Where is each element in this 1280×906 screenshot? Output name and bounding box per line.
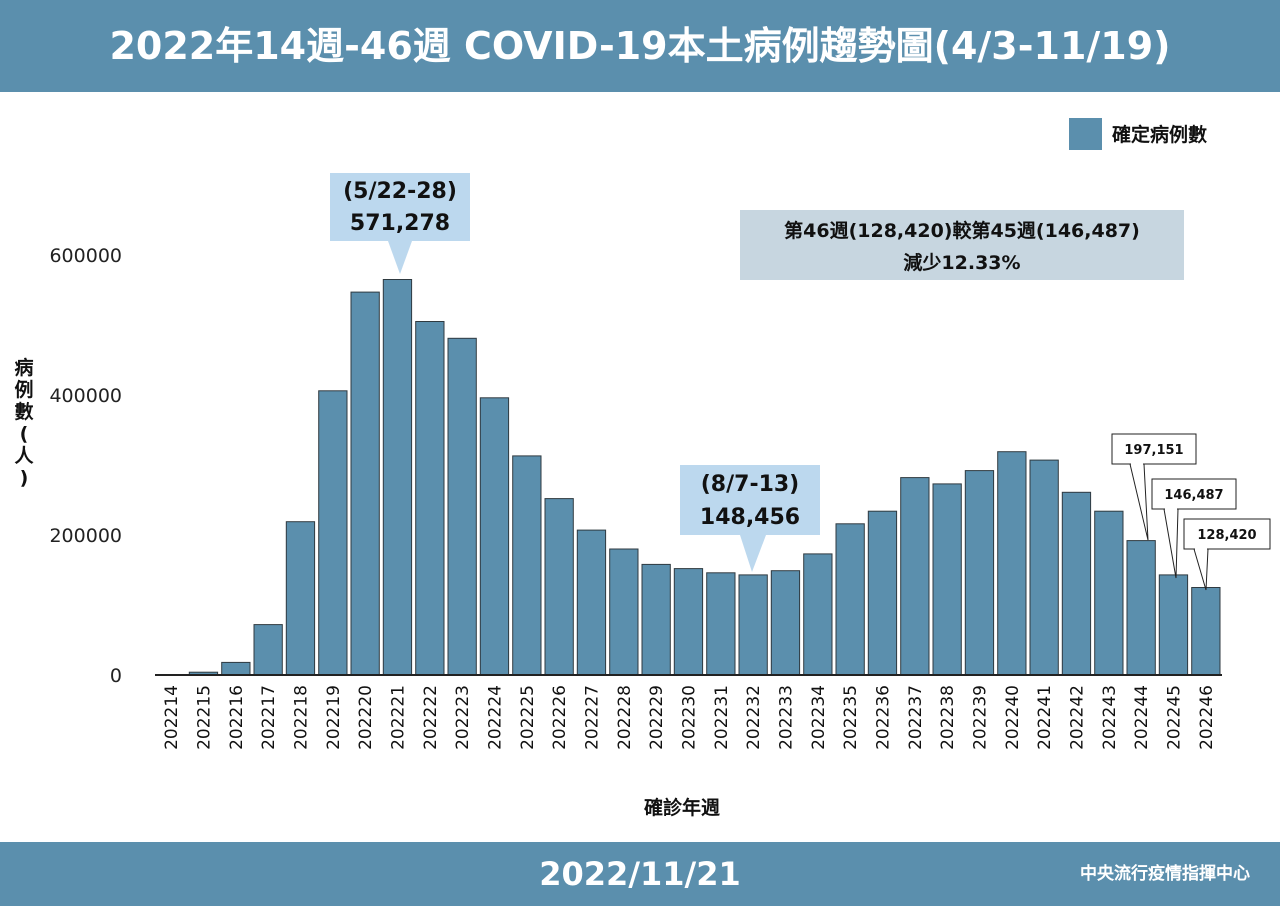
x-tick-label: 202242 (1068, 685, 1088, 750)
bar-202242 (1061, 491, 1092, 676)
x-tick-label: 202222 (421, 685, 441, 750)
weekly-change-note: 第46週(128,420)較第45週(146,487) 減少12.33% (740, 210, 1184, 280)
x-tick-label: 202239 (971, 685, 991, 750)
x-tick-label: 202219 (324, 685, 344, 750)
trough-callout: (8/7-13) 148,456 (680, 465, 820, 572)
bar-202246 (1191, 587, 1221, 676)
x-tick-label: 202217 (259, 685, 279, 750)
x-tick-label: 202231 (712, 685, 732, 750)
footer-bar: 2022/11/21 中央流行疫情指揮中心 (0, 842, 1280, 906)
y-tick-label: 0 (110, 665, 122, 687)
bar-202222 (415, 321, 445, 676)
x-tick-label: 202241 (1035, 685, 1055, 750)
bar-202244 (1126, 540, 1156, 676)
x-axis-title: 確診年週 (644, 796, 720, 819)
x-tick-label: 202215 (195, 685, 215, 750)
trough-callout-date: (8/7-13) (701, 472, 800, 497)
bar-202216 (221, 661, 251, 676)
x-tick-label: 202235 (841, 685, 861, 750)
bar-202233 (770, 570, 801, 676)
peak-callout-date: (5/22-28) (343, 179, 457, 204)
y-axis-title-char: 人 (14, 445, 34, 467)
footer-date: 2022/11/21 (539, 855, 741, 893)
bar-202240 (997, 451, 1027, 676)
note-line-1: 第46週(128,420)較第45週(146,487) (784, 219, 1140, 242)
y-axis-title-char: 病 (14, 356, 33, 379)
x-tick-label: 202225 (518, 685, 538, 750)
note-line-2: 減少12.33% (903, 251, 1020, 274)
bar-202221 (382, 279, 413, 676)
x-tick-label: 202246 (1197, 685, 1217, 750)
x-tick-label: 202220 (356, 685, 376, 750)
x-tick-label: 202245 (1165, 685, 1185, 750)
bar-202217 (253, 624, 283, 676)
x-tick-label: 202230 (680, 685, 700, 750)
bar-202230 (673, 568, 704, 676)
x-tick-label: 202221 (389, 685, 409, 750)
x-tick-label: 202229 (647, 685, 667, 750)
data-label-202246: 128,420 (1183, 518, 1271, 591)
y-tick-label: 600000 (49, 245, 122, 267)
x-tick-label: 202232 (744, 685, 764, 750)
bar-202235 (835, 523, 865, 676)
bar-202232 (738, 574, 768, 676)
x-tick-label: 202238 (938, 685, 958, 750)
peak-callout: (5/22-28) 571,278 (330, 173, 470, 274)
x-tick-label: 202237 (906, 685, 926, 750)
x-tick-label: 202224 (486, 685, 506, 750)
x-tick-label: 202227 (583, 685, 603, 750)
data-label-text: 197,151 (1124, 443, 1183, 458)
y-tick-label: 200000 (49, 525, 122, 547)
page-title: 2022年14週-46週 COVID-19本土病例趨勢圖(4/3-11/19) (109, 24, 1171, 68)
y-tick-label: 400000 (49, 385, 122, 407)
bar-202223 (447, 337, 477, 676)
peak-callout-value: 571,278 (350, 211, 450, 236)
bar-202227 (576, 529, 607, 676)
bar-202225 (512, 455, 542, 676)
bar-202237 (900, 477, 930, 676)
x-tick-label: 202223 (453, 685, 473, 750)
x-tick-label: 202218 (292, 685, 312, 750)
x-tick-label: 202236 (874, 685, 894, 750)
x-tick-label: 202244 (1132, 685, 1152, 750)
y-axis-title-char: 數 (14, 401, 33, 423)
covid-weekly-bar-chart: 確定病例數 0 200000 400000 600000 病例數(人) 202214 2… (14, 118, 1271, 819)
footer-organization: 中央流行疫情指揮中心 (1080, 864, 1250, 884)
trough-callout-value: 148,456 (700, 505, 800, 530)
bar-202236 (867, 510, 898, 676)
x-tick-label: 202243 (1100, 685, 1120, 750)
bar-202226 (544, 498, 574, 676)
x-tick-label: 202234 (809, 685, 829, 750)
bar-202218 (285, 521, 316, 676)
x-tick-label: 202214 (162, 685, 182, 750)
data-label-text: 128,420 (1197, 528, 1256, 543)
bar-202220 (350, 291, 380, 676)
x-tick-label: 202216 (227, 685, 247, 750)
bar-202219 (318, 390, 348, 676)
bar-202228 (609, 548, 639, 676)
bar-202243 (1094, 510, 1124, 676)
bar-202238 (932, 483, 962, 676)
y-axis-title-char: ( (20, 423, 29, 445)
bar-202229 (641, 563, 671, 676)
data-label-202245: 146,487 (1151, 478, 1237, 579)
data-label-202244: 197,151 (1111, 433, 1197, 541)
y-axis-title-char: 例 (14, 378, 33, 401)
x-tick-label: 202240 (1003, 685, 1023, 750)
bar-202224 (479, 397, 510, 676)
data-label-text: 146,487 (1164, 488, 1223, 503)
bar-202234 (803, 553, 833, 676)
bar-202231 (706, 572, 736, 676)
bar-202245 (1158, 574, 1189, 676)
legend-label: 確定病例數 (1112, 123, 1207, 146)
x-tick-label: 202233 (777, 685, 797, 750)
y-axis-title-char: ) (20, 467, 29, 489)
legend-swatch (1069, 118, 1102, 150)
x-tick-label: 202228 (615, 685, 635, 750)
bar-202239 (964, 470, 995, 676)
bar-202241 (1029, 459, 1059, 676)
x-tick-label: 202226 (550, 685, 570, 750)
header-bar: 2022年14週-46週 COVID-19本土病例趨勢圖(4/3-11/19) (0, 0, 1280, 92)
